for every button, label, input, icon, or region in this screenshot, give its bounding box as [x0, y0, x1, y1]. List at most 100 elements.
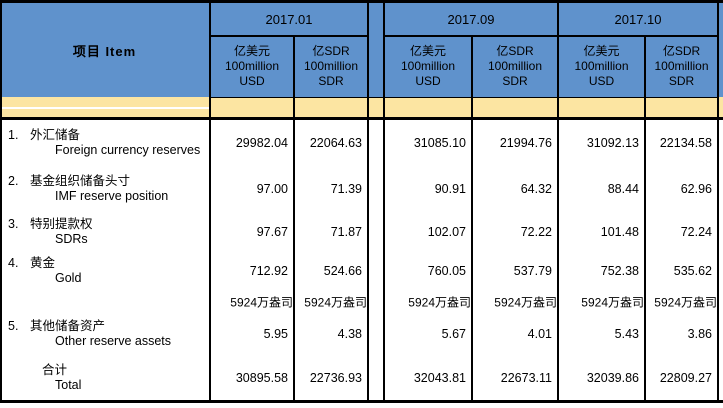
date-header-2017-10: 2017.10 — [614, 11, 662, 27]
row-number: 3. — [8, 216, 19, 231]
row-label-en: Total — [55, 377, 82, 392]
table-row-imf-position: 2. 基金组织储备头寸 IMF reserve position 97.00 71… — [0, 166, 723, 211]
unit-100million: 100million — [654, 58, 709, 73]
unit-cn: 亿SDR — [496, 43, 534, 58]
unit-100million: 100million — [487, 58, 543, 73]
table-body: 1. 外汇储备 Foreign currency reserves 29982.0… — [0, 120, 723, 400]
group-divider-1b — [383, 3, 385, 400]
value-cell: 32039.86 — [586, 370, 639, 385]
date-header-2017-09: 2017.09 — [447, 11, 495, 27]
header-bottom-divider — [209, 97, 719, 98]
unit-cn: 亿SDR — [312, 43, 350, 58]
value-cell: 752.38 — [600, 264, 639, 278]
value-cell: 102.07 — [427, 224, 466, 239]
value-cell: 72.24 — [680, 224, 712, 239]
value-cell: 64.32 — [520, 181, 552, 196]
unit-100million: 100million — [400, 58, 456, 73]
value-cell: 71.39 — [330, 181, 362, 196]
value-cell: 535.62 — [673, 264, 712, 278]
row-label: 5. 其他储备资产 Other reserve assets — [8, 319, 171, 349]
value-cell: 62.96 — [680, 181, 712, 196]
thick-band-divider — [0, 117, 723, 120]
row-label-cn: 黄金 — [30, 256, 56, 270]
row-label-en: IMF reserve position — [55, 188, 169, 203]
value-cell: 88.44 — [607, 181, 639, 196]
value-cell: 3.86 — [687, 327, 712, 341]
yellow-band-divider — [2, 107, 209, 109]
value-cell: 22736.93 — [309, 370, 362, 385]
value-cell: 5924万盎司 — [408, 295, 471, 309]
value-cell: 5924万盎司 — [304, 295, 367, 309]
value-cell: 72.22 — [520, 224, 552, 239]
unit-currency: SDR — [502, 73, 528, 88]
value-cell: 31085.10 — [413, 136, 466, 150]
table-row-total: 合计 Total 30895.58 22736.93 32043.81 2267… — [0, 355, 723, 400]
value-cell: 22134.58 — [659, 136, 712, 150]
table-border-bottom — [0, 400, 723, 403]
value-cell: 712.92 — [249, 264, 288, 278]
value-cell: 90.91 — [434, 181, 466, 196]
value-cell: 71.87 — [330, 224, 362, 239]
unit-cn: 亿美元 — [233, 43, 270, 58]
value-cell: 101.48 — [600, 224, 639, 239]
unit-header-usd-2: 亿美元 100million USD — [385, 35, 471, 97]
header-blue-background — [0, 3, 723, 97]
table-border-left — [0, 0, 2, 403]
value-cell: 22064.63 — [309, 136, 362, 150]
table-row-gold: 4. 黄金 Gold 712.92 524.66 760.05 537.79 75… — [0, 252, 723, 290]
value-cell: 97.67 — [256, 224, 288, 239]
col-divider-usd-sdr-1 — [293, 35, 295, 400]
table-row-gold-ounces: 5924万盎司 5924万盎司 5924万盎司 5924万盎司 5924万盎司 … — [0, 290, 723, 313]
value-cell: 5.43 — [614, 327, 639, 341]
row-label-cn: 基金组织储备头寸 — [30, 173, 131, 188]
row-label: 3. 特别提款权 SDRs — [8, 217, 93, 247]
table-row-foreign-currency: 1. 外汇储备 Foreign currency reserves 29982.0… — [0, 120, 723, 166]
value-cell: 537.79 — [513, 264, 552, 278]
unit-cn: 亿SDR — [662, 43, 701, 58]
value-cell: 4.38 — [337, 327, 362, 341]
unit-currency: SDR — [318, 73, 344, 88]
value-cell: 524.66 — [323, 264, 362, 278]
value-cell: 5.67 — [441, 327, 466, 341]
date-header-2017-01: 2017.01 — [265, 11, 313, 27]
table-border-right — [717, 3, 719, 400]
row-number: 4. — [8, 256, 19, 270]
unit-100million: 100million — [574, 58, 629, 73]
value-cell: 5924万盎司 — [230, 295, 293, 309]
table-row-other-reserve-assets: 5. 其他储备资产 Other reserve assets 5.95 4.38 … — [0, 313, 723, 355]
unit-header-sdr-1: 亿SDR 100million SDR — [295, 35, 367, 97]
value-cell: 97.00 — [256, 181, 288, 196]
row-label-en: SDRs — [55, 231, 88, 246]
row-label-en: Other reserve assets — [55, 334, 172, 348]
unit-header-usd-3: 亿美元 100million USD — [559, 35, 644, 97]
unit-header-sdr-3: 亿SDR 100million SDR — [646, 35, 717, 97]
unit-cn: 亿美元 — [409, 43, 446, 58]
unit-cn: 亿美元 — [583, 43, 620, 58]
value-cell: 5924万盎司 — [581, 295, 644, 309]
unit-currency: USD — [588, 73, 615, 88]
value-cell: 21994.76 — [499, 136, 552, 150]
row-label-cn: 外汇储备 — [30, 128, 81, 142]
header-row-divider-right — [383, 35, 719, 37]
item-column-border — [209, 3, 211, 400]
group-divider-2 — [557, 3, 559, 400]
row-label-en: Gold — [55, 271, 82, 285]
value-cell: 5924万盎司 — [494, 295, 557, 309]
unit-currency: USD — [415, 73, 441, 88]
unit-header-usd-1: 亿美元 100million USD — [211, 35, 293, 97]
value-cell: 31092.13 — [586, 136, 639, 150]
unit-header-sdr-2: 亿SDR 100million SDR — [473, 35, 557, 97]
value-cell: 4.01 — [527, 327, 552, 341]
col-divider-usd-sdr-2 — [471, 35, 473, 400]
value-cell: 22809.27 — [659, 370, 712, 385]
row-number: 1. — [8, 128, 19, 142]
value-cell: 5.95 — [263, 327, 288, 341]
row-number: 5. — [8, 319, 19, 333]
row-label-cn: 其他储备资产 — [30, 319, 106, 333]
value-cell: 5924万盎司 — [654, 295, 717, 309]
unit-currency: SDR — [668, 73, 695, 88]
row-label: 4. 黄金 Gold — [8, 256, 81, 286]
row-label: 1. 外汇储备 Foreign currency reserves — [8, 128, 200, 158]
table-row-sdrs: 3. 特别提款权 SDRs 97.67 71.87 102.07 72.22 10… — [0, 211, 723, 252]
